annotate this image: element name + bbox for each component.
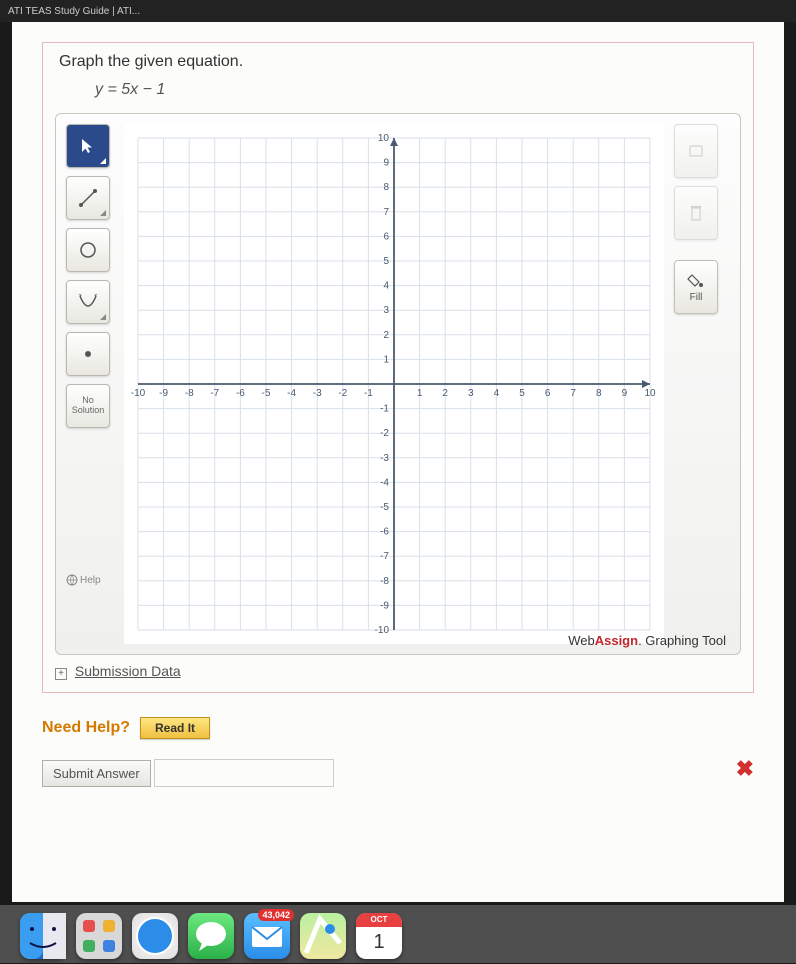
globe-icon	[66, 574, 78, 586]
coordinate-grid: -10 -9 -8 -7 -6 -5 -4 -3 -2 -1 1 2 3 4 5 6 7 8 9 10 -10 -9 -8 -…	[124, 124, 664, 644]
circle-tool-button[interactable]	[66, 228, 110, 272]
no-solution-label-2: Solution	[72, 406, 105, 416]
svg-text:3: 3	[468, 388, 474, 399]
browser-tab-bar: ATI TEAS Study Guide | ATI...	[0, 0, 796, 22]
svg-text:-1: -1	[380, 404, 389, 415]
svg-text:-6: -6	[380, 527, 389, 538]
equation-text: y = 5x − 1	[95, 81, 741, 99]
svg-text:6: 6	[545, 388, 551, 399]
svg-text:8: 8	[596, 388, 602, 399]
svg-text:3: 3	[383, 305, 389, 316]
svg-text:9: 9	[383, 158, 389, 169]
parabola-icon	[76, 290, 100, 314]
need-help-label: Need Help?	[42, 719, 130, 737]
svg-text:2: 2	[442, 388, 448, 399]
pointer-tool-button[interactable]	[66, 124, 110, 168]
calendar-month: OCT	[356, 913, 402, 927]
dock-mail-icon[interactable]: 43,042	[244, 913, 290, 959]
svg-text:1: 1	[383, 354, 389, 365]
line-tool-button[interactable]	[66, 176, 110, 220]
fill-button[interactable]: Fill	[674, 260, 718, 314]
svg-text:7: 7	[570, 388, 576, 399]
no-solution-button[interactable]: No Solution	[66, 384, 110, 428]
dock-messages-icon[interactable]	[188, 913, 234, 959]
safari-icon	[132, 913, 178, 959]
svg-text:-3: -3	[313, 388, 322, 399]
svg-text:-9: -9	[380, 600, 389, 611]
svg-text:6: 6	[383, 231, 389, 242]
point-tool-button[interactable]	[66, 332, 110, 376]
answer-field[interactable]	[154, 759, 334, 787]
svg-text:-1: -1	[364, 388, 373, 399]
clear-button[interactable]	[674, 186, 718, 240]
launchpad-icon	[76, 913, 122, 959]
graphing-tool-panel: No Solution Help -10 -9 -8 -7 -6 -5 -4 -3 -2 -1 1 2…	[55, 113, 741, 655]
read-it-button[interactable]: Read It	[140, 717, 210, 739]
macos-dock: 43,042 OCT 1	[0, 905, 796, 963]
maps-icon	[300, 913, 346, 959]
mail-badge: 43,042	[258, 909, 294, 921]
svg-text:4: 4	[383, 281, 389, 292]
question-container: Graph the given equation. y = 5x − 1	[42, 42, 754, 693]
point-icon	[78, 344, 98, 364]
finder-icon	[20, 913, 66, 959]
svg-text:-6: -6	[236, 388, 245, 399]
submit-answer-button[interactable]: Submit Answer	[42, 760, 151, 787]
page-content: Graph the given equation. y = 5x − 1	[12, 22, 784, 902]
left-toolbar: No Solution Help	[66, 124, 114, 586]
right-toolbar: Fill	[674, 124, 722, 314]
submission-data-link[interactable]: Submission Data	[75, 663, 181, 679]
svg-text:10: 10	[378, 133, 390, 144]
svg-text:7: 7	[383, 207, 389, 218]
svg-text:10: 10	[644, 388, 656, 399]
svg-text:-5: -5	[262, 388, 271, 399]
svg-text:5: 5	[383, 256, 389, 267]
svg-text:2: 2	[383, 330, 389, 341]
trash-icon	[688, 203, 704, 223]
svg-text:-10: -10	[375, 625, 390, 636]
messages-icon	[188, 913, 234, 959]
svg-text:8: 8	[383, 182, 389, 193]
svg-text:4: 4	[494, 388, 500, 399]
undo-button[interactable]	[674, 124, 718, 178]
dock-finder-icon[interactable]	[20, 913, 66, 959]
line-icon	[77, 187, 99, 209]
svg-text:-10: -10	[131, 388, 146, 399]
close-icon[interactable]: ✖	[736, 756, 754, 782]
svg-text:-9: -9	[159, 388, 168, 399]
svg-text:-7: -7	[380, 551, 389, 562]
submission-data-row: + Submission Data	[55, 663, 741, 680]
svg-text:-2: -2	[338, 388, 347, 399]
dock-launchpad-icon[interactable]	[76, 913, 122, 959]
need-help-row: Need Help? Read It	[42, 717, 754, 739]
svg-text:-4: -4	[380, 477, 389, 488]
svg-text:-2: -2	[380, 428, 389, 439]
expand-icon[interactable]: +	[55, 668, 67, 680]
svg-text:9: 9	[622, 388, 628, 399]
pointer-icon	[79, 137, 97, 155]
calendar-day: 1	[356, 927, 402, 957]
dock-safari-icon[interactable]	[132, 913, 178, 959]
svg-text:-7: -7	[210, 388, 219, 399]
svg-text:-5: -5	[380, 502, 389, 513]
graphing-tool-brand: WebAssign. Graphing Tool	[568, 633, 726, 648]
svg-text:-8: -8	[185, 388, 194, 399]
dock-calendar-icon[interactable]: OCT 1	[356, 913, 402, 959]
undo-icon	[686, 143, 706, 159]
question-prompt: Graph the given equation.	[59, 53, 741, 71]
svg-text:-3: -3	[380, 453, 389, 464]
svg-text:1: 1	[417, 388, 423, 399]
svg-text:5: 5	[519, 388, 525, 399]
submit-row: Submit Answer	[42, 759, 754, 787]
tab-title: ATI TEAS Study Guide | ATI...	[8, 6, 140, 17]
parabola-tool-button[interactable]	[66, 280, 110, 324]
help-link[interactable]: Help	[66, 574, 114, 586]
svg-text:-8: -8	[380, 576, 389, 587]
circle-icon	[77, 239, 99, 261]
graph-canvas[interactable]: -10 -9 -8 -7 -6 -5 -4 -3 -2 -1 1 2 3 4 5 6 7 8 9 10 -10 -9 -8 -…	[124, 124, 664, 644]
svg-text:-4: -4	[287, 388, 296, 399]
dock-maps-icon[interactable]	[300, 913, 346, 959]
fill-icon	[687, 272, 705, 290]
